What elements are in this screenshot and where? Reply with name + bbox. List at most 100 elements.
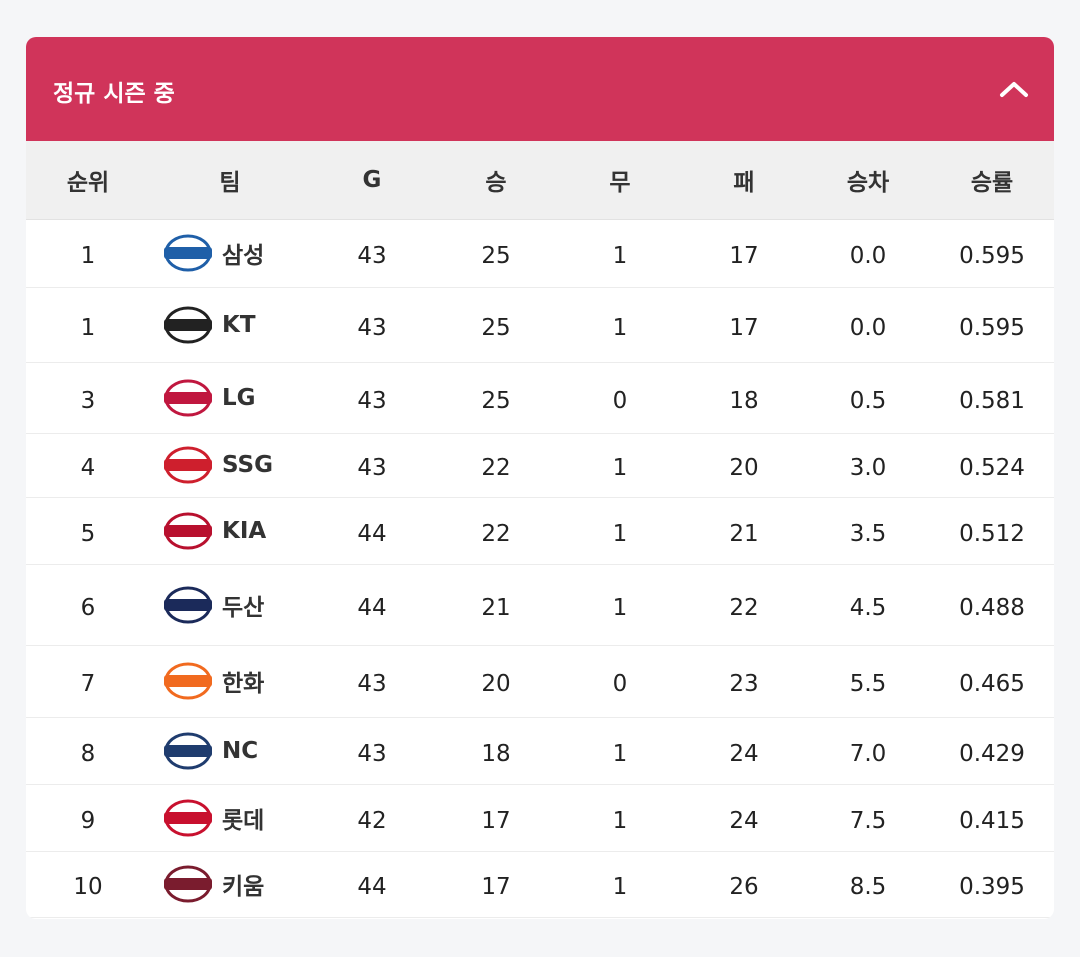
table-cell: 22 (481, 455, 511, 481)
team-name: 키움 (222, 874, 265, 900)
team-cell: NC (162, 731, 258, 771)
collapse-icon[interactable] (996, 77, 1032, 101)
table-cell: 43 (357, 740, 387, 767)
team-logo (164, 732, 212, 769)
table-cell: 22 (481, 520, 511, 547)
table-cell: 42 (357, 807, 387, 834)
table-row: 1 삼성 43 25 1 17 0.0 0.595 (26, 219, 1054, 288)
table-cell: 0.395 (959, 874, 1025, 900)
table-cell: 17 (729, 242, 759, 269)
table-cell: 43 (357, 242, 387, 269)
team-name: 두산 (222, 594, 265, 621)
section-title: 정규 시즌 중 (53, 81, 175, 107)
table-row: 8 NC 43 18 1 24 7.0 0.429 (26, 718, 1054, 785)
table-cell: 44 (357, 594, 387, 621)
table-cell: 7.0 (849, 740, 887, 767)
table-cell: 26 (729, 874, 759, 900)
column-label: 승률 (970, 170, 1014, 196)
column-label: 팀 (219, 170, 241, 196)
table-cell: 4.5 (849, 594, 887, 621)
standings-card: 정규 시즌 중 순위 팀 G 승 무 패 승차 승률 1 삼성 43 25 1 17 0.0 0.595 1 K… (26, 37, 1054, 919)
table-cell: 0.524 (959, 455, 1025, 481)
team-cell: 삼성 (162, 233, 264, 273)
table-cell: 20 (481, 671, 511, 697)
table-row: 5 KIA 44 22 1 21 3.5 0.512 (26, 498, 1054, 565)
table-cell: 9 (80, 807, 96, 834)
table-cell: 0.512 (959, 520, 1025, 547)
table-cell: 3.5 (849, 520, 887, 547)
table-cell: 3.0 (849, 455, 887, 481)
table-row: 6 두산 44 21 1 22 4.5 0.488 (26, 565, 1054, 646)
table-cell: 6 (80, 594, 96, 621)
table-cell: 25 (481, 242, 511, 269)
table-cell: 18 (481, 740, 511, 767)
team-logo (164, 865, 212, 903)
team-logo (164, 799, 212, 836)
table-cell: 24 (729, 807, 759, 834)
table-cell: 43 (357, 314, 387, 341)
table-row: 1 KT 43 25 1 17 0.0 0.595 (26, 288, 1054, 363)
table-cell: 22 (729, 594, 759, 621)
team-name: 롯데 (222, 807, 265, 834)
table-cell: 1 (612, 520, 628, 547)
table-cell: 17 (481, 807, 511, 834)
team-name: 삼성 (222, 242, 265, 269)
table-cell: 1 (612, 314, 628, 341)
table-row: 10 키움 44 17 1 26 8.5 0.395 (26, 852, 1054, 918)
table-cell: 1 (612, 874, 628, 900)
table-cell: 21 (729, 520, 759, 547)
table-row: 4 SSG 43 22 1 20 3.0 0.524 (26, 434, 1054, 498)
table-cell: 10 (73, 874, 103, 900)
table-cell: 1 (612, 807, 628, 834)
table-row: 3 LG 43 25 0 18 0.5 0.581 (26, 363, 1054, 434)
team-name: KIA (222, 517, 267, 544)
table-cell: 0.595 (959, 314, 1025, 341)
table-cell: 4 (80, 455, 96, 481)
table-cell: 24 (729, 740, 759, 767)
team-name: 한화 (222, 671, 265, 697)
table-cell: 44 (357, 520, 387, 547)
team-cell: KT (162, 305, 256, 345)
team-logo (164, 512, 212, 549)
team-cell: KIA (162, 511, 266, 551)
table-cell: 1 (612, 242, 628, 269)
table-cell: 20 (729, 455, 759, 481)
table-cell: 1 (612, 740, 628, 767)
table-row: 7 한화 43 20 0 23 5.5 0.465 (26, 646, 1054, 718)
team-cell: 두산 (162, 585, 264, 625)
team-logo (164, 586, 212, 623)
table-cell: 0.0 (849, 314, 887, 341)
team-logo (164, 379, 212, 416)
table-cell: 0.488 (959, 594, 1025, 621)
team-name: KT (222, 311, 256, 338)
table-row: 9 롯데 42 17 1 24 7.5 0.415 (26, 785, 1054, 852)
team-name: SSG (222, 452, 273, 478)
column-label: 승차 (846, 170, 890, 196)
table-cell: 21 (481, 594, 511, 621)
table-cell: 7 (80, 671, 96, 697)
table-cell: 1 (612, 455, 628, 481)
team-cell: 키움 (162, 864, 264, 904)
column-label: 순위 (66, 170, 110, 196)
table-cell: 1 (80, 314, 96, 341)
table-cell: 0.5 (849, 387, 887, 414)
table-cell: 0.0 (849, 242, 887, 269)
team-cell: SSG (162, 445, 273, 485)
table-cell: 25 (481, 314, 511, 341)
table-cell: 5.5 (849, 671, 887, 697)
team-logo (164, 662, 212, 700)
table-cell: 25 (481, 387, 511, 414)
table-cell: 1 (612, 594, 628, 621)
team-logo (164, 306, 212, 343)
column-label: G (362, 167, 382, 193)
column-header: 순위 팀 G 승 무 패 승차 승률 (26, 141, 1054, 220)
table-cell: 17 (481, 874, 511, 900)
table-cell: 44 (357, 874, 387, 900)
table-cell: 0.429 (959, 740, 1025, 767)
accordion-header[interactable]: 정규 시즌 중 (26, 37, 1054, 141)
team-name: NC (222, 737, 259, 764)
table-cell: 0.415 (959, 807, 1025, 834)
table-cell: 18 (729, 387, 759, 414)
team-cell: LG (162, 378, 256, 418)
